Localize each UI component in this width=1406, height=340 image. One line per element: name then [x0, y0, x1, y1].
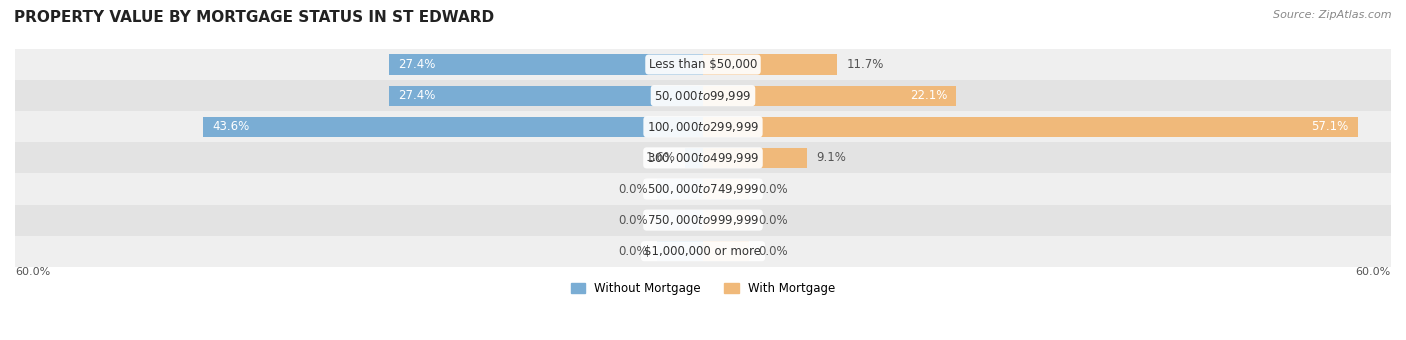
Text: 27.4%: 27.4%	[398, 89, 436, 102]
Text: $1,000,000 or more: $1,000,000 or more	[644, 245, 762, 258]
Text: 57.1%: 57.1%	[1312, 120, 1348, 133]
Bar	[703, 54, 837, 75]
Text: Less than $50,000: Less than $50,000	[648, 58, 758, 71]
Text: 0.0%: 0.0%	[619, 183, 648, 196]
Bar	[703, 148, 807, 168]
Bar	[15, 236, 1391, 267]
Bar	[15, 205, 1391, 236]
Text: $300,000 to $499,999: $300,000 to $499,999	[647, 151, 759, 165]
Text: 22.1%: 22.1%	[910, 89, 948, 102]
Bar	[202, 117, 703, 137]
Bar	[703, 241, 749, 261]
Bar	[389, 54, 703, 75]
Text: 0.0%: 0.0%	[619, 245, 648, 258]
Text: 0.0%: 0.0%	[758, 245, 787, 258]
Legend: Without Mortgage, With Mortgage: Without Mortgage, With Mortgage	[567, 278, 839, 300]
Text: 60.0%: 60.0%	[15, 267, 51, 277]
Bar	[703, 117, 1358, 137]
Bar	[657, 179, 703, 199]
Bar	[657, 241, 703, 261]
Bar	[703, 86, 956, 106]
Text: 9.1%: 9.1%	[817, 151, 846, 164]
Text: 0.0%: 0.0%	[758, 183, 787, 196]
Bar	[15, 173, 1391, 205]
Text: Source: ZipAtlas.com: Source: ZipAtlas.com	[1274, 10, 1392, 20]
Text: 11.7%: 11.7%	[846, 58, 884, 71]
Bar	[685, 148, 703, 168]
Text: 1.6%: 1.6%	[645, 151, 675, 164]
Text: $500,000 to $749,999: $500,000 to $749,999	[647, 182, 759, 196]
Bar	[389, 86, 703, 106]
Text: 60.0%: 60.0%	[1355, 267, 1391, 277]
Text: PROPERTY VALUE BY MORTGAGE STATUS IN ST EDWARD: PROPERTY VALUE BY MORTGAGE STATUS IN ST …	[14, 10, 494, 25]
Bar	[15, 80, 1391, 111]
Text: $100,000 to $299,999: $100,000 to $299,999	[647, 120, 759, 134]
Bar	[703, 179, 749, 199]
Text: 27.4%: 27.4%	[398, 58, 436, 71]
Text: 0.0%: 0.0%	[758, 214, 787, 227]
Bar	[703, 210, 749, 230]
Text: $50,000 to $99,999: $50,000 to $99,999	[654, 89, 752, 103]
Bar	[15, 111, 1391, 142]
Text: 0.0%: 0.0%	[619, 214, 648, 227]
Bar	[15, 49, 1391, 80]
Text: 43.6%: 43.6%	[212, 120, 249, 133]
Text: $750,000 to $999,999: $750,000 to $999,999	[647, 213, 759, 227]
Bar	[15, 142, 1391, 173]
Bar	[657, 210, 703, 230]
